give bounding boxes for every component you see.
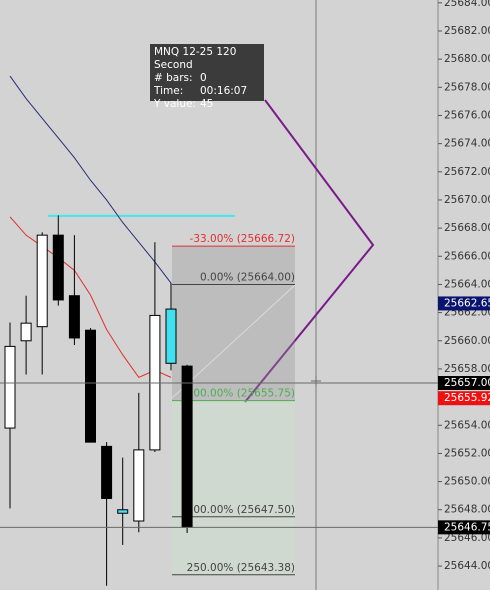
tooltip-value: 45: [200, 98, 214, 110]
candle-body: [20, 322, 32, 342]
y-tick-label: 25646.00: [444, 532, 490, 544]
price-marker: [438, 391, 490, 406]
fib-label: -33.00% (25666.72): [190, 233, 295, 245]
y-tick-label: 25676.00: [444, 109, 490, 121]
y-tick-label: 25674.00: [444, 138, 490, 150]
fib-label: 250.00% (25643.38): [187, 562, 295, 574]
price-marker: [438, 376, 490, 391]
candle-body: [165, 308, 177, 364]
price-marker: [438, 520, 490, 535]
indicator-line: [9, 75, 172, 284]
candle-body: [4, 345, 16, 429]
price-marker-label: 25655.92: [444, 392, 490, 404]
tooltip-value: 00:16:07: [200, 85, 248, 97]
candle-body: [117, 509, 129, 514]
tooltip-value: 0: [200, 72, 207, 84]
price-marker-label: 25657.00: [444, 377, 490, 389]
fib-label: 0.00% (25664.00): [200, 271, 295, 283]
candle-body: [85, 329, 96, 443]
y-tick-label: 25650.00: [444, 476, 490, 488]
y-tick-label: 25658.00: [444, 363, 490, 375]
y-tick-label: 25668.00: [444, 222, 490, 234]
y-tick-label: 25648.00: [444, 504, 490, 516]
y-tick-label: 25660.00: [444, 335, 490, 347]
fib-label: 100.00% (25655.75): [187, 388, 295, 400]
y-tick-label: 25680.00: [444, 53, 490, 65]
price-marker: [438, 296, 490, 311]
candle-body: [52, 234, 64, 301]
y-tick-label: 25654.00: [444, 419, 490, 431]
price-marker-label: 25646.75: [444, 521, 490, 533]
y-tick-label: 25664.00: [444, 278, 490, 290]
tooltip-label: # bars:: [154, 72, 193, 84]
drawn-line: [244, 99, 375, 403]
y-tick-label: 25670.00: [444, 194, 490, 206]
y-tick-label: 25644.00: [444, 560, 490, 572]
fib-label: 200.00% (25647.50): [187, 504, 295, 516]
candle-body: [181, 365, 193, 528]
candle-body: [101, 445, 113, 499]
candle-body: [133, 449, 145, 522]
tooltip: MNQ 12-25 120 Second # bars: 0 Time: 00:16…: [150, 44, 264, 110]
y-tick-label: 25684.00: [444, 0, 490, 9]
tooltip-label: Time:: [154, 85, 184, 97]
cursor: [311, 376, 321, 386]
candle-body: [36, 234, 48, 328]
y-tick-label: 25678.00: [444, 81, 490, 93]
y-tick-label: 25666.00: [444, 250, 490, 262]
candle-body: [68, 295, 80, 339]
y-tick-label: 25672.00: [444, 166, 490, 178]
price-marker-label: 25662.65: [444, 297, 490, 309]
y-tick-label: 25682.00: [444, 25, 490, 37]
tooltip-title: MNQ 12-25 120 Second: [154, 46, 237, 71]
y-tick-label: 25652.00: [444, 447, 490, 459]
tooltip-label: Y value:: [154, 98, 196, 110]
